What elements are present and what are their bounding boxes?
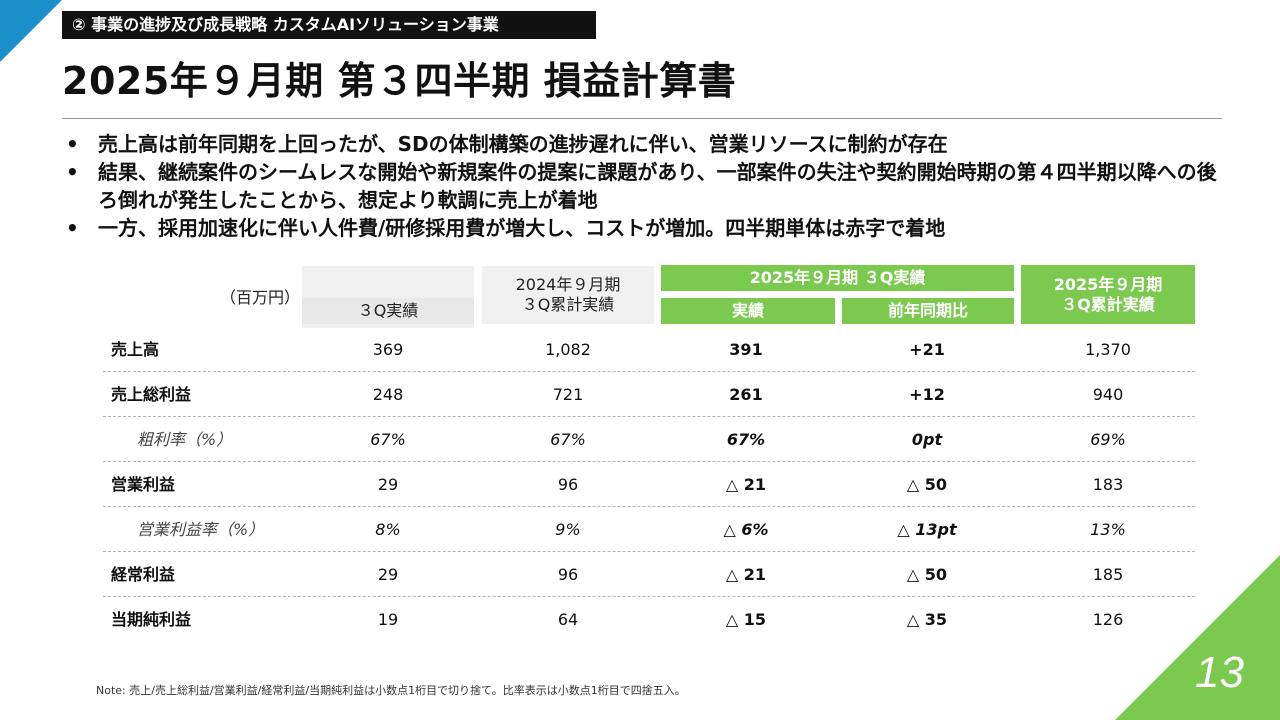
cell-col3: △ 15	[725, 610, 767, 629]
cell-col4: △ 50	[906, 565, 948, 584]
cell-col2: 64	[557, 610, 579, 629]
cell-col2: 721	[552, 385, 584, 404]
cell-col4: 0pt	[911, 430, 943, 449]
cell-col4: △ 50	[906, 475, 948, 494]
cell-col5: 69%	[1090, 430, 1126, 449]
bullet-item: • 売上高は前年同期を上回ったが、SDの体制構築の進捗遅れに伴い、営業リソースに制…	[66, 130, 1226, 158]
table-row: 粗利率（%） 67% 67% 67% 0pt 69%	[103, 418, 1195, 462]
row-label: 営業利益	[111, 475, 176, 494]
row-label: 売上総利益	[111, 385, 192, 404]
row-label: 売上高	[111, 340, 160, 359]
bullet-item: • 結果、継続案件のシームレスな開始や新規案件の提案に課題があり、一部案件の失注や…	[66, 158, 1226, 214]
table-row: 売上高 369 1,082 391 +21 1,370	[103, 328, 1195, 372]
page-title: 2025年９月期 第３四半期 損益計算書	[62, 59, 737, 103]
cell-col3: 67%	[726, 430, 766, 449]
table-row: 経常利益 29 96 △ 21 △ 50 185	[103, 553, 1195, 597]
table-row: 営業利益 29 96 △ 21 △ 50 183	[103, 463, 1195, 507]
table-row: 営業利益率（%） 8% 9% △ 6% △ 13pt 13%	[103, 508, 1195, 552]
bullet-marker: •	[66, 160, 79, 184]
header-col3: 実績	[661, 298, 835, 324]
bullet-item: • 一方、採用加速化に伴い人件費/研修採用費が増大し、コストが増加。四半期単体は赤…	[66, 214, 1226, 242]
row-label: 営業利益率（%）	[137, 520, 265, 539]
cell-col4: △ 35	[906, 610, 948, 629]
cell-col2: 9%	[555, 520, 581, 539]
table-unit: （百万円）	[220, 288, 301, 307]
table-row: 当期純利益 19 64 △ 15 △ 35 126	[103, 598, 1195, 642]
bullet-text: 結果、継続案件のシームレスな開始や新規案件の提案に課題があり、一部案件の失注や契…	[98, 160, 1217, 212]
row-label: 粗利率（%）	[137, 430, 233, 449]
cell-col5: 185	[1092, 565, 1124, 584]
cell-col3: 391	[729, 340, 763, 359]
cell-col2: 96	[557, 475, 579, 494]
header-col4: 前年同期比	[842, 298, 1014, 324]
table-row: 売上総利益 248 721 261 +12 940	[103, 373, 1195, 417]
bullet-text: 一方、採用加速化に伴い人件費/研修採用費が増大し、コストが増加。四半期単体は赤字…	[98, 216, 946, 240]
header-group: 2025年９月期 ３Q実績	[661, 265, 1014, 291]
row-label: 当期純利益	[111, 610, 192, 629]
header-col5: 2025年９月期 ３Q累計実績	[1021, 265, 1195, 324]
cell-col2: 1,082	[545, 340, 591, 359]
cell-col1: 29	[377, 475, 399, 494]
cell-col4: +21	[909, 340, 945, 359]
cell-col5: 13%	[1090, 520, 1126, 539]
cell-col2: 96	[557, 565, 579, 584]
cell-col1: 19	[377, 610, 399, 629]
cell-col5: 126	[1092, 610, 1124, 629]
cell-col2: 67%	[550, 430, 586, 449]
corner-accent-top-left	[0, 0, 62, 62]
section-label: ② 事業の進捗及び成長戦略 カスタムAIソリューション事業	[62, 11, 596, 39]
page-number: 13	[1195, 648, 1244, 697]
cell-col4: +12	[909, 385, 945, 404]
cell-col5: 940	[1092, 385, 1124, 404]
bullet-text: 売上高は前年同期を上回ったが、SDの体制構築の進捗遅れに伴い、営業リソースに制約…	[98, 132, 948, 156]
cell-col1: 67%	[370, 430, 406, 449]
bullet-marker: •	[66, 216, 79, 240]
row-label: 経常利益	[111, 565, 176, 584]
bullet-marker: •	[66, 132, 79, 156]
cell-col5: 1,370	[1085, 340, 1131, 359]
cell-col1: 369	[372, 340, 404, 359]
title-divider	[62, 118, 1222, 119]
cell-col5: 183	[1092, 475, 1124, 494]
cell-col1: 248	[372, 385, 404, 404]
cell-col3: △ 21	[725, 475, 767, 494]
cell-col4: △ 13pt	[897, 520, 957, 539]
cell-col3: 261	[729, 385, 763, 404]
header-col1: ３Q実績	[302, 298, 474, 324]
bullet-list: • 売上高は前年同期を上回ったが、SDの体制構築の進捗遅れに伴い、営業リソースに制…	[66, 130, 1226, 242]
cell-col1: 29	[377, 565, 399, 584]
cell-col1: 8%	[375, 520, 401, 539]
header-col2: 2024年９月期 ３Q累計実績	[482, 266, 654, 324]
cell-col3: △ 21	[725, 565, 767, 584]
corner-accent-bottom-right	[1115, 555, 1280, 720]
footnote: Note: 売上/売上総利益/営業利益/経常利益/当期純利益は小数点1桁目で切り…	[96, 684, 686, 697]
cell-col3: △ 6%	[723, 520, 769, 539]
